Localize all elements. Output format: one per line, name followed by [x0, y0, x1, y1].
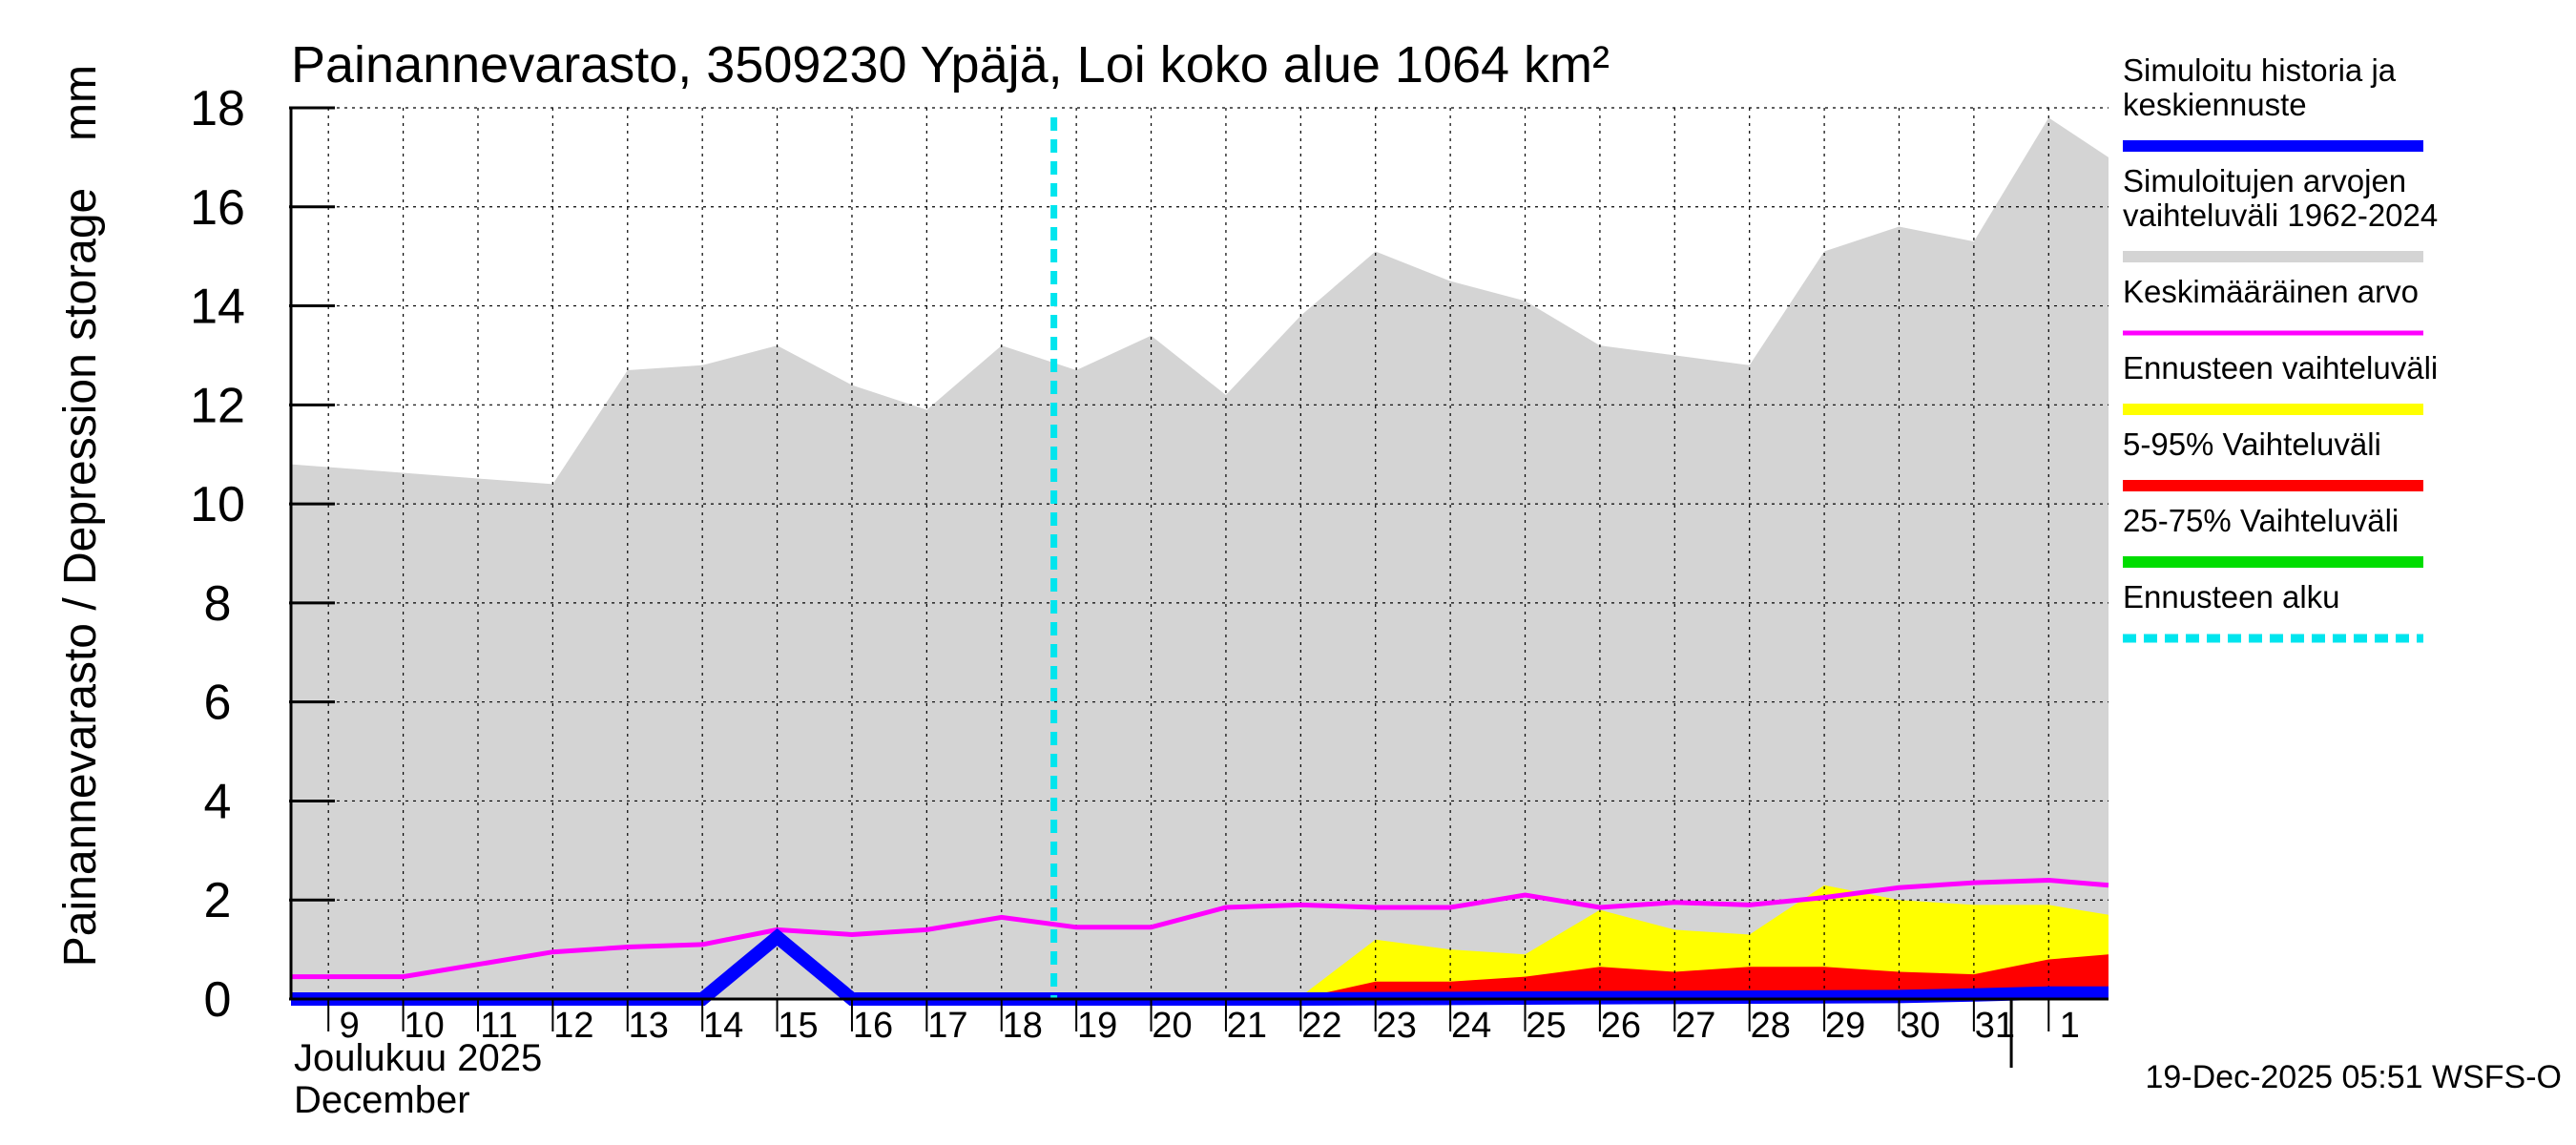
x-tick-label-25: 25	[1526, 1006, 1566, 1046]
month-label-en: December	[294, 1079, 470, 1121]
x-tick-label-30: 30	[1900, 1006, 1940, 1046]
x-tick-label-23: 23	[1377, 1006, 1417, 1046]
y-tick-label-2: 2	[204, 873, 232, 928]
legend-label-5: 25-75% Vaihteluväli	[2123, 503, 2399, 538]
x-tick-label-9: 9	[340, 1006, 360, 1046]
x-tick-label-27: 27	[1675, 1006, 1715, 1046]
x-tick-label-15: 15	[778, 1006, 818, 1046]
x-tick-label-24: 24	[1451, 1006, 1491, 1046]
x-tick-label-14: 14	[703, 1006, 743, 1046]
y-tick-label-12: 12	[190, 378, 245, 433]
x-tick-label-10: 10	[404, 1006, 444, 1046]
legend-label-1: Simuloitujen arvojen	[2123, 163, 2406, 198]
y-tick-label-10: 10	[190, 477, 245, 532]
y-axis-unit: mm	[55, 65, 106, 141]
legend-label-6: Ennusteen alku	[2123, 579, 2340, 614]
legend-label-4: 5-95% Vaihteluväli	[2123, 427, 2381, 462]
month-label-fi: Joulukuu 2025	[294, 1037, 542, 1079]
y-axis-label: Painannevarasto / Depression storage	[55, 188, 106, 968]
series-line-0	[291, 877, 2109, 980]
x-tick-label-18: 18	[1003, 1006, 1043, 1046]
chart-title: Painannevarasto, 3509230 Ypäjä, Loi koko…	[291, 36, 1610, 94]
x-tick-label-12: 12	[553, 1006, 593, 1046]
y-tick-label-16: 16	[190, 180, 245, 236]
x-tick-label-29: 29	[1825, 1006, 1865, 1046]
y-tick-label-14: 14	[190, 280, 245, 335]
legend-label-1: vaihteluväli 1962-2024	[2123, 198, 2438, 233]
x-tick-label-21: 21	[1227, 1006, 1267, 1046]
y-tick-label-8: 8	[204, 576, 232, 632]
legend-label-0: Simuloitu historia ja	[2123, 52, 2397, 88]
x-tick-label-1: 1	[2060, 1006, 2080, 1046]
y-tick-label-4: 4	[204, 774, 232, 829]
x-tick-label-17: 17	[927, 1006, 967, 1046]
x-tick-label-31: 31	[1975, 1006, 2015, 1046]
x-tick-label-26: 26	[1601, 1006, 1641, 1046]
band-area-2	[1300, 954, 2109, 999]
legend-label-2: Keskimääräinen arvo	[2123, 274, 2419, 309]
x-tick-label-13: 13	[629, 1006, 669, 1046]
band-area-1	[1300, 885, 2109, 999]
x-tick-label-16: 16	[853, 1006, 893, 1046]
footer-timestamp: 19-Dec-2025 05:51 WSFS-O	[2145, 1059, 2562, 1095]
legend-label-0: keskiennuste	[2123, 87, 2307, 122]
x-tick-label-22: 22	[1301, 1006, 1341, 1046]
y-tick-label-0: 0	[204, 972, 232, 1028]
legend-label-3: Ennusteen vaihteluväli	[2123, 350, 2438, 385]
x-tick-label-28: 28	[1751, 1006, 1791, 1046]
x-tick-label-19: 19	[1077, 1006, 1117, 1046]
y-tick-label-6: 6	[204, 676, 232, 731]
band-area-0	[291, 117, 2109, 999]
y-tick-label-18: 18	[190, 81, 245, 136]
x-tick-label-20: 20	[1152, 1006, 1192, 1046]
x-tick-label-11: 11	[480, 1006, 517, 1046]
